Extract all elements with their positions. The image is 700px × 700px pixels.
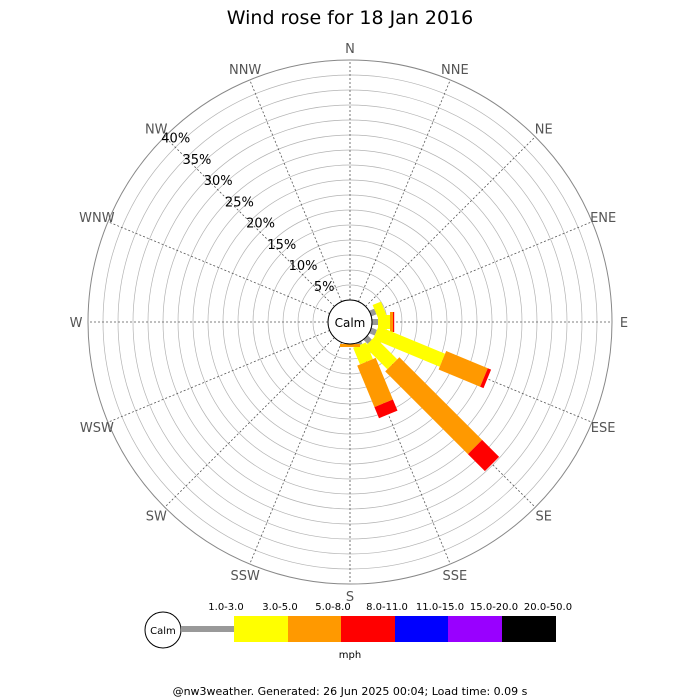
spoke-nnw bbox=[249, 79, 342, 302]
legend-swatch-7 bbox=[502, 616, 556, 642]
bar-ene-2 bbox=[372, 301, 387, 318]
radial-ring bbox=[252, 224, 448, 420]
bar-s-3 bbox=[340, 344, 360, 347]
calm-label: Calm bbox=[335, 316, 366, 330]
direction-label-ene: ENE bbox=[590, 211, 616, 226]
direction-label-nne: NNE bbox=[441, 63, 469, 78]
direction-label-w: W bbox=[70, 316, 83, 331]
direction-label-nnw: NNW bbox=[229, 63, 261, 78]
direction-label-sse: SSE bbox=[442, 569, 467, 584]
percent-label: 30% bbox=[204, 174, 233, 189]
bar-ese-2 bbox=[373, 326, 446, 367]
bar-sse-3 bbox=[357, 357, 393, 408]
bar-sse-4 bbox=[374, 399, 398, 419]
percent-label: 10% bbox=[289, 259, 318, 274]
direction-label-ne: NE bbox=[535, 122, 553, 137]
direction-label-nw: NW bbox=[145, 122, 168, 137]
legend-label-5: 11.0-15.0 bbox=[416, 602, 464, 613]
percent-label: 5% bbox=[314, 280, 335, 295]
bar-e-1 bbox=[372, 319, 378, 325]
legend-label-3: 5.0-8.0 bbox=[315, 602, 350, 613]
percent-label: 40% bbox=[161, 132, 190, 147]
legend-swatch-4 bbox=[341, 616, 395, 642]
percent-labels: 5% 10% 15% 20% 25% 30% 35% 40% bbox=[161, 132, 334, 295]
direction-label-sw: SW bbox=[146, 510, 167, 525]
legend-swatch-2 bbox=[234, 616, 288, 642]
bar-e-3 bbox=[390, 312, 393, 332]
direction-labels: N NNE NE ENE E ESE SE SSE S SSW SW WSW W WNW NW NNW bbox=[70, 42, 629, 605]
direction-label-ese: ESE bbox=[591, 421, 616, 436]
spoke-nw bbox=[164, 136, 335, 307]
direction-label-ssw: SSW bbox=[230, 569, 260, 584]
bar-e-2 bbox=[378, 315, 390, 329]
bar-ese-3 bbox=[438, 351, 488, 387]
direction-label-wsw: WSW bbox=[80, 421, 114, 436]
calm-circle: Calm bbox=[327, 299, 373, 345]
spoke-ssw bbox=[249, 342, 342, 565]
bar-ese-4 bbox=[480, 368, 492, 389]
direction-label-n: N bbox=[345, 42, 355, 57]
legend-calm-label: Calm bbox=[150, 626, 176, 637]
legend-unit: mph bbox=[339, 650, 361, 661]
spoke-sw bbox=[164, 337, 335, 508]
percent-label: 15% bbox=[267, 238, 296, 253]
bar-se-4 bbox=[467, 439, 500, 472]
spoke-ne bbox=[365, 136, 536, 307]
wind-bars bbox=[340, 301, 500, 472]
percent-label: 25% bbox=[225, 195, 254, 210]
percent-label: 20% bbox=[246, 217, 275, 232]
legend-label-7: 20.0-50.0 bbox=[524, 602, 572, 613]
legend-swatch-5 bbox=[395, 616, 448, 642]
direction-label-se: SE bbox=[536, 510, 552, 525]
bar-e-4 bbox=[393, 312, 395, 332]
bar-se-2 bbox=[364, 336, 398, 370]
spoke-ene bbox=[370, 221, 593, 314]
radial-ring bbox=[87, 59, 613, 585]
legend-swatch-3 bbox=[288, 616, 341, 642]
spoke-wnw bbox=[107, 221, 330, 314]
legend-label-6: 15.0-20.0 bbox=[470, 602, 518, 613]
legend-label-4: 8.0-11.0 bbox=[366, 602, 408, 613]
radial-ring bbox=[192, 164, 508, 480]
legend-swatch-6 bbox=[448, 616, 502, 642]
percent-label: 35% bbox=[182, 153, 211, 168]
legend-swatch-1 bbox=[181, 626, 234, 632]
legend-label-2: 3.0-5.0 bbox=[262, 602, 297, 613]
legend: Calm 1.0-3.0 3.0-5.0 5.0-8.0 8.0-11.0 11.0-1… bbox=[144, 602, 572, 649]
direction-label-wnw: WNW bbox=[79, 211, 115, 226]
bar-se-3 bbox=[385, 357, 483, 455]
spoke-wsw bbox=[107, 330, 330, 423]
legend-label-1: 1.0-3.0 bbox=[208, 602, 243, 613]
footer-text: @nw3weather. Generated: 26 Jun 2025 00:0… bbox=[173, 685, 528, 698]
direction-label-s: S bbox=[346, 590, 354, 605]
bar-sse-2 bbox=[353, 342, 373, 365]
spoke-nne bbox=[358, 79, 451, 302]
chart-title: Wind rose for 18 Jan 2016 bbox=[227, 7, 474, 29]
direction-label-e: E bbox=[620, 316, 628, 331]
radial-ring bbox=[132, 104, 568, 540]
